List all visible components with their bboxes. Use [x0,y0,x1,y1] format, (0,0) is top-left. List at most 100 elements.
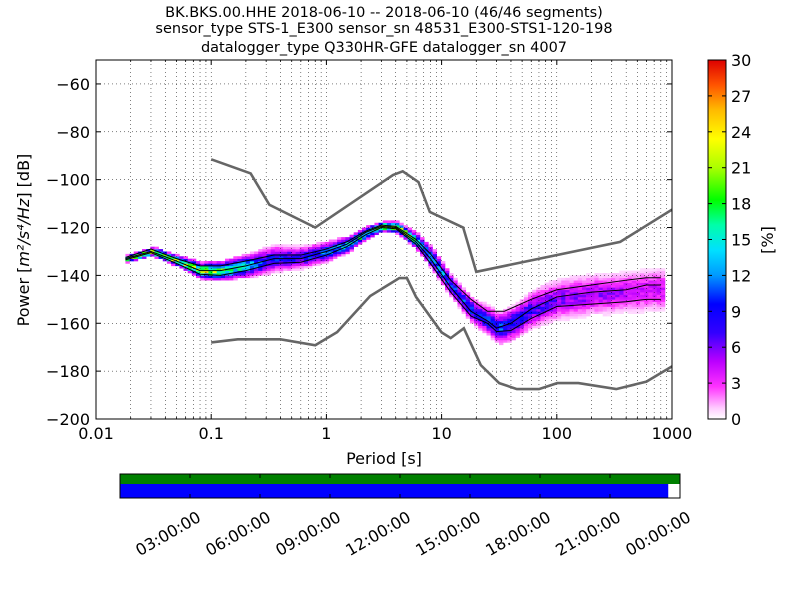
density-cell [440,282,446,286]
density-cell [640,275,645,279]
density-cell [316,246,321,250]
density-cell [386,222,392,226]
density-cell [532,320,537,324]
density-cell [200,265,205,269]
density-cell [449,284,454,288]
density-cell [536,301,541,305]
density-cell [474,304,479,307]
density-cell [565,308,570,312]
density-cell [619,292,624,295]
density-cell [503,320,508,324]
density-cell [631,289,637,293]
density-cell [652,306,657,310]
density-cell [237,256,242,259]
density-cell [287,251,292,255]
density-cell [295,263,301,267]
density-cell [586,275,591,279]
density-cell [449,289,454,293]
density-cell [428,244,433,247]
density-cell [536,316,541,319]
density-cell [449,273,454,276]
density-cell [573,316,579,319]
density-cell [569,282,574,286]
density-cell [660,299,666,303]
density-cell [528,304,533,307]
density-cell [523,296,529,300]
density-cell [581,275,587,279]
density-cell [528,318,533,322]
density-cell [565,289,570,293]
density-cell [561,313,566,317]
density-cell [602,287,608,291]
density-cell [515,318,521,322]
density-cell [648,308,653,312]
density-cell [249,253,255,257]
density-cell [490,318,496,322]
density-cell [374,222,379,226]
density-cell [249,268,255,271]
density-cell [204,263,209,267]
density-cell [552,318,558,322]
density-cell [179,261,184,264]
density-cell [544,313,550,317]
density-cell [536,325,541,329]
density-cell [590,292,595,295]
density-cell [486,311,491,314]
density-cell [457,284,462,288]
density-cell [320,253,325,257]
density-cell [623,296,628,300]
density-cell [652,275,657,279]
density-cell [602,282,608,286]
density-cell [440,273,446,276]
density-cell [503,330,508,334]
density-cell [312,251,317,255]
density-cell [133,258,139,262]
density-cell [598,306,604,310]
density-cell [241,273,247,276]
density-cell [565,277,570,281]
density-cell [548,287,554,291]
time-tick-label: 21:00:00 [552,507,624,559]
density-cell [312,244,317,247]
density-cell [424,253,429,257]
density-cell [523,306,529,310]
density-cell [432,256,437,259]
density-cell [461,289,467,293]
density-cell [644,304,649,307]
density-cell [262,246,267,250]
density-cell [532,313,537,317]
density-cell [640,287,645,291]
density-cell [598,284,604,288]
density-cell [552,311,558,314]
density-cell [262,270,267,274]
density-cell [158,249,164,252]
density-cell [573,292,579,295]
density-cell [415,246,421,250]
density-cell [399,225,404,228]
density-cell [569,294,574,298]
density-cell [262,273,267,276]
density-cell [507,313,512,317]
density-cell [627,289,633,293]
density-cell [586,280,591,283]
density-cell [469,320,475,324]
density-cell [287,244,292,247]
density-cell [125,253,130,257]
density-cell [602,304,608,307]
density-cell [540,294,545,298]
density-cell [586,284,591,288]
density-cell [187,270,193,274]
density-cell [656,268,662,271]
density-cell [395,222,400,226]
density-cell [635,273,641,276]
density-cell [171,263,176,267]
density-cell [528,299,533,303]
density-cell [361,227,367,231]
density-cell [631,273,637,276]
density-cell [627,280,633,283]
density-cell [652,294,657,298]
density-cell [461,311,467,314]
density-cell [557,280,562,283]
density-cell [254,270,259,274]
density-cell [353,232,359,236]
